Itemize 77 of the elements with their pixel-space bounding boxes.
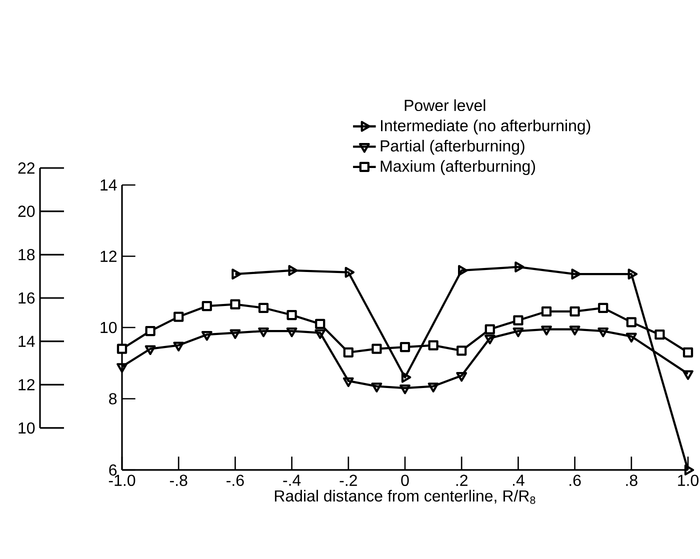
- y-tick-label: 12: [100, 250, 116, 262]
- y-tick-label: 10: [100, 322, 117, 334]
- point: [145, 326, 156, 336]
- point: [286, 310, 297, 320]
- point: [232, 268, 242, 280]
- point: [628, 268, 638, 280]
- y2-tick-label: 18: [18, 248, 35, 260]
- point: [514, 261, 524, 272]
- point: [598, 327, 609, 338]
- point: [541, 306, 552, 317]
- point: [258, 302, 269, 313]
- x-tick-label: -.8: [170, 474, 188, 486]
- point: [371, 382, 382, 392]
- y2-tick-label: 22: [18, 162, 34, 174]
- point: [230, 329, 241, 339]
- legend-title: Power level: [404, 99, 486, 112]
- point: [512, 327, 524, 338]
- point: [682, 370, 694, 380]
- point: [428, 340, 438, 350]
- point: [598, 302, 608, 313]
- point: [400, 384, 410, 394]
- y2-tick-label: 20: [18, 206, 35, 217]
- y-tick-label: 8: [109, 393, 117, 404]
- point: [569, 326, 580, 336]
- point: [202, 301, 212, 312]
- y-tick-label: 6: [109, 464, 117, 476]
- x-tick-label: -1.0: [108, 474, 136, 486]
- point: [314, 329, 326, 339]
- point: [116, 363, 128, 373]
- x-tick-label: -.2: [340, 474, 357, 486]
- point: [173, 342, 184, 352]
- point: [315, 318, 326, 329]
- legend-label: Maxium (afterburning): [380, 160, 535, 176]
- point: [342, 377, 354, 388]
- point: [201, 331, 212, 341]
- y2-tick-label: 14: [18, 336, 35, 347]
- point: [456, 346, 467, 356]
- point: [458, 265, 468, 276]
- point: [401, 372, 412, 383]
- point: [626, 317, 636, 328]
- point: [400, 342, 410, 352]
- x-tick-label: .8: [626, 474, 638, 486]
- point: [513, 315, 524, 326]
- point: [654, 330, 665, 340]
- point: [570, 306, 580, 317]
- point: [456, 372, 468, 382]
- x-tick-label: .2: [456, 474, 468, 486]
- point: [258, 327, 269, 338]
- point: [230, 299, 240, 310]
- point: [571, 268, 581, 280]
- x-axis-title: Radial distance from centerline, R/R$_{8}$: [274, 490, 536, 504]
- point: [682, 347, 694, 358]
- legend-label: Intermediate (no afterburning): [381, 120, 590, 134]
- legend-label: Partial (afterburning): [380, 140, 524, 155]
- x-tick-label: .6: [570, 474, 581, 486]
- point: [174, 312, 184, 322]
- y2-tick-label: 10: [18, 422, 35, 434]
- x-tick-label: 0: [401, 474, 409, 486]
- x-tick-label: -.6: [226, 474, 244, 486]
- point: [541, 326, 552, 336]
- point: [344, 266, 355, 278]
- y-tick-label: 14: [100, 180, 117, 190]
- point: [116, 344, 128, 354]
- point: [428, 382, 439, 392]
- y2-tick-label: 12: [18, 379, 34, 390]
- x-tick-label: 1.0: [678, 474, 698, 486]
- x-tick-label: -.4: [283, 474, 301, 486]
- point: [484, 334, 496, 344]
- x-tick-label: .4: [512, 474, 524, 486]
- point: [626, 332, 637, 343]
- point: [144, 345, 156, 355]
- point: [343, 347, 354, 358]
- y2-tick-label: 16: [18, 292, 35, 304]
- point: [372, 344, 382, 354]
- point: [286, 327, 298, 338]
- point: [484, 324, 495, 334]
- point: [288, 265, 298, 276]
